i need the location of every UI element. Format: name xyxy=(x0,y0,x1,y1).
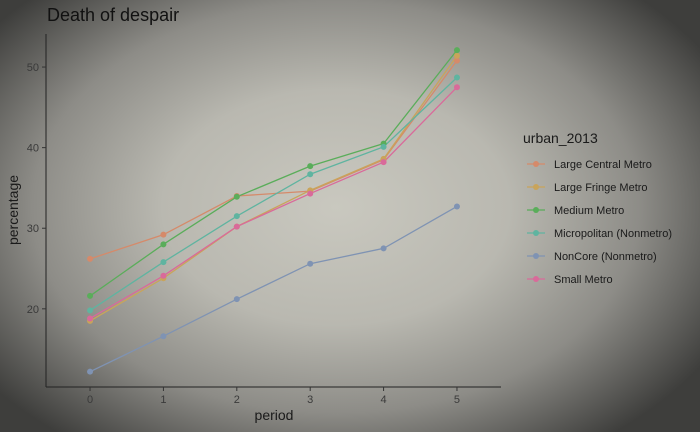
x-tick-label: 5 xyxy=(454,394,460,406)
series-line xyxy=(89,86,458,320)
series-line xyxy=(89,55,458,322)
legend-item: Large Fringe Metro xyxy=(527,182,648,194)
data-point xyxy=(160,333,167,340)
data-point xyxy=(87,368,94,375)
data-point xyxy=(87,307,94,314)
legend-key-point xyxy=(533,230,539,236)
legend: urban_2013 Large Central Metro Large Frin… xyxy=(523,130,672,286)
legend-label: Small Metro xyxy=(554,274,613,286)
data-point xyxy=(87,315,94,322)
data-point xyxy=(453,203,460,210)
data-point xyxy=(160,272,167,279)
data-point xyxy=(87,292,94,299)
legend-label: Medium Metro xyxy=(554,205,624,217)
data-point xyxy=(307,190,314,197)
y-tick-label: 30 xyxy=(27,223,39,235)
data-point xyxy=(380,159,387,166)
legend-item: Small Metro xyxy=(527,274,613,286)
series-line xyxy=(89,60,458,260)
data-point xyxy=(380,245,387,252)
legend-key-point xyxy=(533,276,539,282)
legend-label: Large Central Metro xyxy=(554,159,652,171)
legend-label: Micropolitan (Nonmetro) xyxy=(554,228,672,240)
data-point xyxy=(307,260,314,267)
data-point xyxy=(453,74,460,81)
legend-item: Medium Metro xyxy=(527,205,624,217)
y-tick-label: 40 xyxy=(27,143,39,155)
data-point xyxy=(307,163,314,170)
x-tick-label: 3 xyxy=(307,394,313,406)
y-tick-label: 50 xyxy=(27,62,39,74)
data-point xyxy=(160,241,167,248)
legend-key-point xyxy=(533,184,539,190)
legend-key-point xyxy=(533,207,539,213)
legend-item: Micropolitan (Nonmetro) xyxy=(527,228,672,240)
legend-label: NonCore (Nonmetro) xyxy=(554,251,657,263)
x-axis-title: period xyxy=(255,407,294,423)
data-point xyxy=(453,52,460,59)
y-tick-label: 20 xyxy=(27,304,39,316)
data-point xyxy=(233,296,240,303)
y-axis-title: percentage xyxy=(5,175,21,245)
data-point xyxy=(233,223,240,230)
series-line xyxy=(89,205,458,373)
data-point xyxy=(160,259,167,266)
data-point xyxy=(453,57,460,64)
x-tick-label: 0 xyxy=(87,394,93,406)
series-points xyxy=(87,47,460,375)
legend-label: Large Fringe Metro xyxy=(554,182,648,194)
data-point xyxy=(160,231,167,238)
series-line xyxy=(89,77,458,311)
x-tick-label: 1 xyxy=(160,394,166,406)
data-point xyxy=(307,171,314,178)
x-ticks: 0 1 2 3 4 5 xyxy=(87,387,460,406)
data-point xyxy=(453,84,460,91)
legend-item: NonCore (Nonmetro) xyxy=(527,251,657,263)
data-point xyxy=(87,255,94,262)
x-tick-label: 2 xyxy=(234,394,240,406)
series-line xyxy=(89,49,458,297)
legend-key-point xyxy=(533,161,539,167)
chart-title: Death of despair xyxy=(47,5,179,25)
data-point xyxy=(453,47,460,54)
data-point xyxy=(380,143,387,150)
data-point xyxy=(233,213,240,220)
y-ticks: 20 30 40 50 xyxy=(27,62,46,316)
legend-title: urban_2013 xyxy=(523,130,598,146)
data-point xyxy=(233,193,240,200)
series-lines xyxy=(89,49,458,373)
legend-key-point xyxy=(533,253,539,259)
legend-item: Large Central Metro xyxy=(527,159,652,171)
x-tick-label: 4 xyxy=(381,394,387,406)
